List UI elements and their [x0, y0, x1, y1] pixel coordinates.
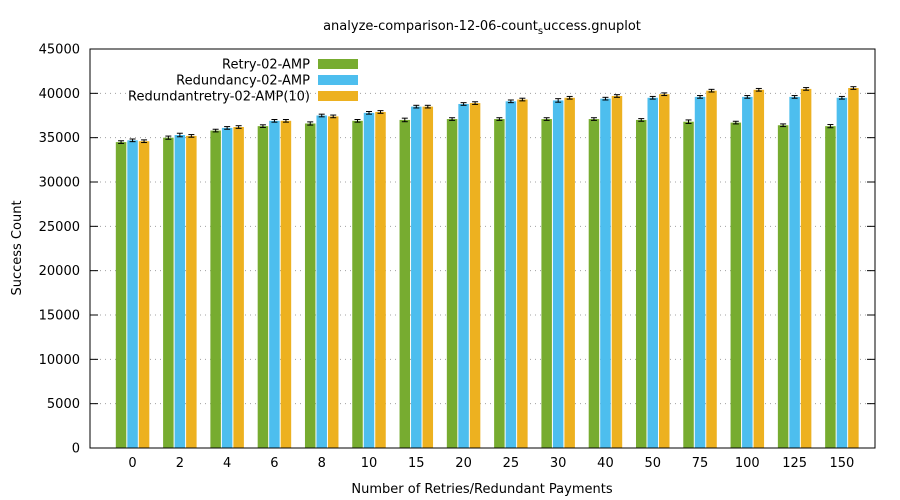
bar-3-150: [848, 88, 859, 448]
x-axis-label: Number of Retries/Redundant Payments: [351, 482, 612, 497]
x-tick-label: 4: [223, 456, 231, 471]
bar-2-25: [505, 101, 517, 449]
bar-3-30: [564, 97, 575, 449]
bar-1-30: [541, 119, 552, 449]
bar-1-100: [730, 122, 742, 449]
bar-1-20: [446, 119, 458, 449]
bar-1-6: [257, 126, 269, 448]
legend-label: Retry-02-AMP: [222, 58, 310, 73]
bar-1-4: [210, 130, 221, 448]
bar-1-125: [777, 125, 789, 449]
x-tick-label: 125: [782, 456, 807, 471]
bar-3-100: [753, 89, 765, 448]
bar-2-8: [316, 115, 327, 448]
bar-1-40: [588, 119, 600, 449]
bar-2-30: [552, 100, 564, 448]
bar-1-50: [635, 119, 647, 448]
bar-1-25: [494, 119, 505, 449]
bar-2-100: [742, 96, 753, 448]
bar-2-75: [694, 96, 706, 448]
legend-label: Redundancy-02-AMP: [176, 74, 310, 89]
legend-label: Redundantretry-02-AMP(10): [128, 90, 310, 105]
bar-2-0: [127, 140, 138, 448]
axes-layer: 0 5000 10000 15000 20000 25000 30000 35000 40000…: [39, 43, 876, 471]
bar-1-15: [399, 119, 411, 448]
x-tick-label: 75: [692, 456, 709, 471]
chart-title-main: analyze-comparison-12-06-count: [323, 19, 538, 34]
y-tick-label: 5000: [47, 397, 80, 412]
bar-1-8: [304, 123, 316, 448]
bar-1-0: [115, 142, 127, 448]
x-tick-label: 30: [550, 456, 567, 471]
x-tick-label: 150: [829, 456, 854, 471]
chart-title-tail: uccess.gnuplot: [543, 19, 641, 34]
x-tick-label: 20: [455, 456, 472, 471]
x-tick-label: 10: [361, 456, 378, 471]
bar-1-2: [163, 137, 174, 448]
x-tick-label: 8: [318, 456, 326, 471]
bar-2-15: [411, 106, 422, 448]
x-tick-label: 25: [503, 456, 520, 471]
x-tick-label: 15: [408, 456, 425, 471]
y-tick-label: 45000: [39, 43, 80, 58]
bar-2-10: [363, 112, 375, 448]
bar-1-10: [352, 120, 363, 448]
bar-2-4: [221, 127, 233, 448]
bar-3-6: [280, 120, 292, 448]
bar-3-8: [327, 116, 339, 449]
x-tick-label: 50: [644, 456, 661, 471]
bars-layer: [115, 86, 859, 449]
bar-2-2: [174, 135, 186, 449]
bar-3-2: [186, 135, 197, 449]
bar-3-125: [800, 88, 812, 449]
bar-3-10: [375, 111, 386, 448]
x-tick-label: 100: [735, 456, 760, 471]
bar-2-150: [836, 97, 848, 449]
y-tick-label: 35000: [39, 131, 80, 146]
chart-title: analyze-comparison-12-06-countsuccess.gn…: [323, 19, 641, 37]
y-tick-label: 30000: [39, 176, 80, 191]
bar-3-0: [138, 141, 150, 449]
bar-2-125: [789, 96, 800, 448]
y-tick-label: 20000: [39, 264, 80, 279]
bar-3-75: [706, 90, 717, 448]
legend: Retry-02-AMPRedundancy-02-AMPRedundantre…: [128, 58, 358, 105]
bar-3-4: [233, 127, 244, 448]
bar-1-150: [825, 126, 836, 448]
y-tick-label: 25000: [39, 220, 80, 235]
y-tick-label: 40000: [39, 87, 80, 102]
x-tick-label: 40: [597, 456, 614, 471]
y-tick-label: 0: [72, 442, 80, 457]
legend-swatch: [318, 75, 358, 85]
bar-3-50: [658, 94, 670, 448]
plot-frame: [89, 48, 876, 449]
bar-3-40: [611, 95, 623, 448]
y-tick-label: 10000: [39, 353, 80, 368]
bar-1-75: [683, 121, 694, 448]
x-tick-label: 2: [176, 456, 184, 471]
legend-swatch: [318, 59, 358, 69]
legend-swatch: [318, 91, 358, 101]
bar-2-50: [647, 97, 658, 449]
x-tick-label: 6: [270, 456, 278, 471]
bar-3-20: [469, 103, 481, 448]
bar-3-25: [517, 99, 528, 448]
x-tick-label: 0: [128, 456, 136, 471]
chart-title-subscript: s: [538, 26, 543, 37]
bar-3-15: [422, 106, 434, 448]
y-tick-label: 15000: [39, 309, 80, 324]
bar-2-40: [600, 98, 611, 449]
bar-2-20: [458, 103, 469, 449]
y-axis-label: Success Count: [10, 200, 25, 295]
bar-2-6: [269, 120, 280, 448]
